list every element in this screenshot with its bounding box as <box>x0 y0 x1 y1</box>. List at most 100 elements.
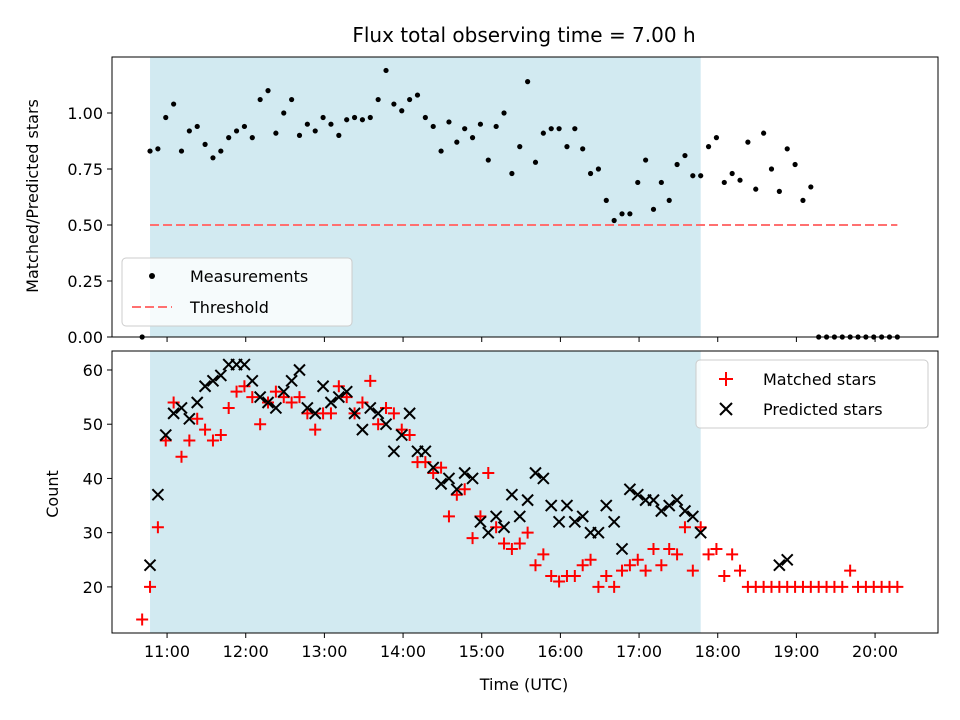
measurement-point <box>147 148 153 154</box>
measurement-point <box>776 188 782 194</box>
matched-star-point <box>332 380 345 393</box>
predicted-star-point <box>466 472 479 485</box>
matched-star-point <box>238 380 251 393</box>
predicted-star-point <box>316 380 330 393</box>
bottom-panel-y-label: Count <box>43 470 62 518</box>
measurement-point <box>257 96 263 103</box>
matched-star-point <box>340 391 353 404</box>
matched-star-point <box>608 580 621 593</box>
measurement-point <box>753 186 759 192</box>
measurement-point <box>241 123 248 130</box>
measurement-point <box>320 114 326 121</box>
measurement-point <box>635 179 641 186</box>
matched-star-point <box>364 374 377 387</box>
predicted-star-point <box>489 510 503 523</box>
matched-star-point <box>474 510 487 523</box>
measurement-point <box>705 144 712 150</box>
bottom-panel-frame <box>111 350 939 634</box>
x-tick-label: 12:00 <box>223 642 269 661</box>
predicted-star-point <box>340 385 353 398</box>
measurement-point <box>438 148 444 154</box>
measurement-point <box>501 110 507 116</box>
measurement-point <box>202 141 208 147</box>
measurement-point <box>556 126 562 132</box>
matched-star-point <box>844 564 857 577</box>
matched-star-point <box>482 467 495 480</box>
predicted-star-point <box>631 488 644 501</box>
legend-matched-label: Matched stars <box>763 370 876 389</box>
matched-star-point <box>686 564 699 577</box>
matched-star-point <box>710 542 723 555</box>
y-tick-label: 1.00 <box>67 104 103 123</box>
predicted-star-point <box>686 510 700 523</box>
measurement-point <box>627 211 633 217</box>
predicted-star-point <box>206 374 220 388</box>
top-panel-frame <box>111 56 939 338</box>
predicted-star-point <box>309 407 322 420</box>
measurement-point <box>572 126 578 132</box>
matched-star-point <box>206 434 219 447</box>
measurement-point <box>226 135 232 141</box>
predicted-star-point <box>198 380 212 393</box>
measurement-point <box>540 130 546 136</box>
x-tick-label: 14:00 <box>380 642 426 661</box>
matched-star-point <box>136 613 149 626</box>
legend-predicted-label: Predicted stars <box>763 400 883 419</box>
measurement-point <box>595 166 602 172</box>
bottom-panel-marks <box>136 358 904 626</box>
matched-star-point <box>222 401 235 414</box>
measurement-point <box>745 139 751 145</box>
predicted-star-point <box>592 526 605 539</box>
observing-window-shade <box>150 351 701 633</box>
matched-star-point <box>175 450 188 463</box>
predicted-star-point <box>576 510 589 523</box>
measurement-point <box>768 166 775 172</box>
measurement-point <box>281 110 287 116</box>
matched-star-point <box>631 553 644 566</box>
measurement-point <box>784 146 790 152</box>
measurement-point <box>643 157 649 163</box>
measurement-point <box>454 139 460 145</box>
measurement-point <box>761 130 767 136</box>
measurement-point <box>383 67 389 74</box>
measurement-point <box>462 126 468 132</box>
measurement-point <box>477 121 484 127</box>
measurement-point <box>249 135 255 141</box>
predicted-star-point <box>458 466 471 480</box>
bottom-panel: 20 30 40 50 60 11:00 12:00 13:00 14:00 15:00 16:0… <box>43 350 939 694</box>
measurement-point <box>289 96 295 103</box>
matched-star-point <box>387 407 400 420</box>
matched-star-point <box>435 461 448 474</box>
measurement-point <box>619 211 625 217</box>
predicted-star-point <box>552 515 566 529</box>
measurement-point <box>359 117 366 123</box>
measurement-point <box>721 179 727 186</box>
measurement-point <box>344 117 350 123</box>
predicted-star-point <box>356 423 369 436</box>
matched-star-point <box>380 401 393 414</box>
matched-star-point <box>663 542 676 555</box>
y-tick-label: 0.50 <box>67 216 103 235</box>
predicted-star-point <box>568 515 582 529</box>
x-tick-label: 16:00 <box>537 642 583 661</box>
legend-measurements-label: Measurements <box>190 267 308 286</box>
x-tick-label: 15:00 <box>459 642 505 661</box>
predicted-star-point <box>482 526 495 539</box>
predicted-star-point <box>419 445 432 458</box>
top-panel-legend: Measurements Threshold <box>121 257 353 327</box>
predicted-star-point <box>379 418 393 431</box>
predicted-star-point <box>773 559 786 572</box>
legend-threshold-label: Threshold <box>189 298 269 317</box>
predicted-star-point <box>615 542 629 556</box>
matched-star-point <box>592 580 605 593</box>
predicted-star-point <box>387 445 401 458</box>
x-tick-label: 20:00 <box>852 642 898 661</box>
measurement-point <box>218 148 224 154</box>
measurement-point <box>587 170 594 177</box>
measurement-point <box>808 184 814 190</box>
measurement-point <box>391 101 397 107</box>
measurement-point <box>713 135 720 141</box>
matched-star-point <box>537 548 550 561</box>
matched-star-point <box>230 385 243 398</box>
predicted-star-point <box>167 407 180 420</box>
